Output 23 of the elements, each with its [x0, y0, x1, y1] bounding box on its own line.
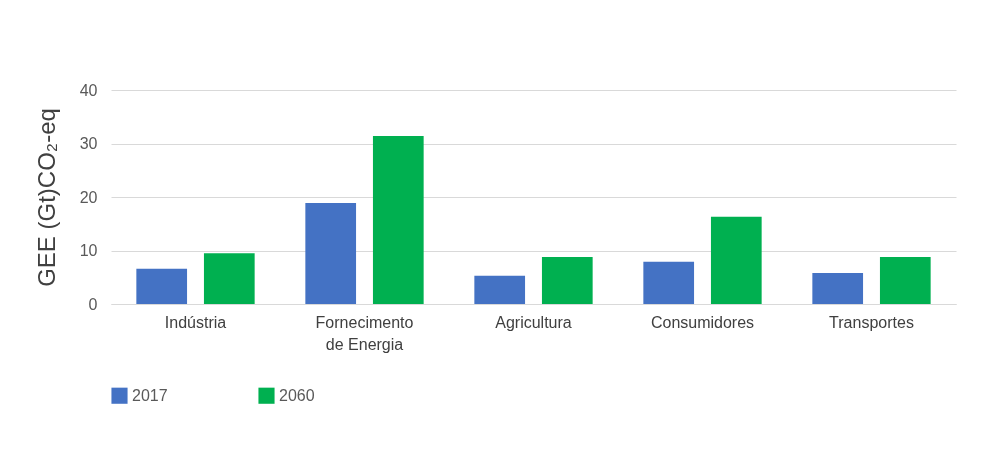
x-tick-label: Agricultura [495, 313, 572, 331]
bar [474, 275, 526, 304]
bar [305, 202, 357, 304]
bar [541, 256, 593, 304]
legend-label: 2060 [279, 386, 315, 404]
y-axis-title: GEE (Gt)CO₂-eq [32, 108, 60, 287]
y-tick-label: 20 [79, 188, 98, 206]
bar [643, 261, 695, 304]
bar [136, 268, 188, 304]
bar [710, 216, 762, 304]
bar [203, 253, 255, 304]
y-tick-label: 0 [88, 295, 98, 313]
y-tick-label: 10 [79, 242, 98, 259]
y-tick-label: 40 [79, 81, 98, 99]
legend-label: 2017 [132, 386, 168, 404]
x-tick-label: Transportes [829, 313, 914, 331]
bar [812, 272, 864, 304]
y-tick-label: 30 [79, 135, 98, 152]
x-tick-label: Consumidores [650, 313, 755, 331]
bar [879, 256, 931, 304]
x-tick-label: Indústria [164, 313, 227, 331]
bar [372, 136, 424, 304]
x-tick-label: Fornecimento de Energia [315, 313, 414, 353]
